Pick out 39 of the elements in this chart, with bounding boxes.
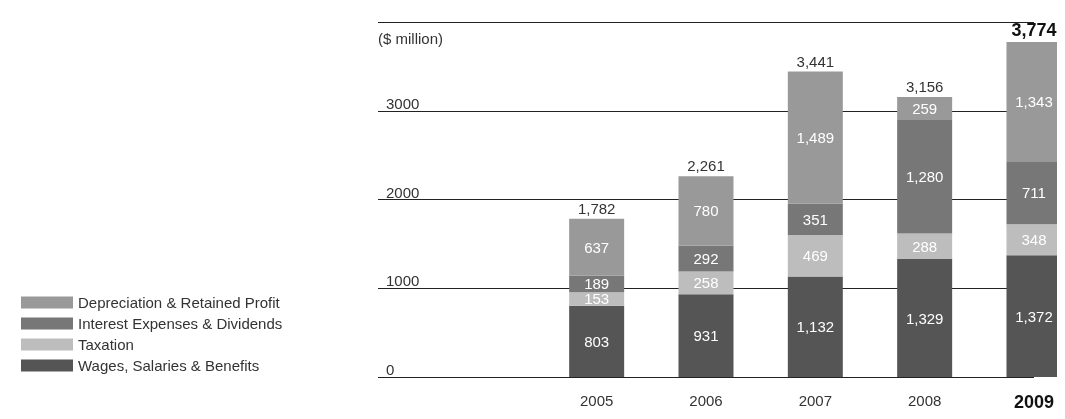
y-tick-label: 0 bbox=[386, 361, 395, 378]
data-label: 288 bbox=[912, 237, 938, 255]
data-label: 1,132 bbox=[796, 318, 835, 336]
x-tick-label: 2008 bbox=[907, 392, 942, 409]
total-label: 1,782 bbox=[577, 199, 616, 217]
legend-label: Wages, Salaries & Benefits bbox=[78, 357, 260, 374]
legend-label: Interest Expenses & Dividends bbox=[78, 315, 283, 332]
legend-label: Taxation bbox=[78, 336, 134, 353]
y-tick-label: 2000 bbox=[386, 183, 420, 201]
y-tick-label: 3000 bbox=[386, 94, 420, 112]
y-tick-label: 1000 bbox=[386, 272, 420, 290]
data-label: 351 bbox=[802, 210, 828, 228]
data-label: 1,329 bbox=[905, 309, 944, 327]
data-label: 637 bbox=[584, 238, 610, 256]
data-label: 153 bbox=[584, 290, 610, 308]
total-label: 3,156 bbox=[905, 77, 944, 95]
legend-label: Depreciation & Retained Profit bbox=[78, 294, 281, 311]
x-tick-label: 2007 bbox=[798, 392, 833, 409]
data-label: 292 bbox=[693, 250, 719, 268]
data-label: 780 bbox=[693, 202, 719, 220]
data-label: 189 bbox=[584, 275, 610, 293]
x-tick-label: 2009 bbox=[1013, 392, 1054, 412]
x-tick-label: 2005 bbox=[579, 392, 614, 409]
data-label: 711 bbox=[1022, 184, 1046, 202]
total-label: 2,261 bbox=[687, 157, 725, 175]
data-label: 258 bbox=[693, 274, 719, 292]
x-tick-label: 2006 bbox=[689, 392, 723, 409]
data-label: 1,372 bbox=[1015, 307, 1053, 325]
data-label: 348 bbox=[1021, 231, 1047, 249]
data-label: 1,280 bbox=[905, 168, 944, 186]
data-label: 469 bbox=[802, 247, 828, 265]
data-label: 1,489 bbox=[796, 129, 835, 147]
data-label: 1,343 bbox=[1015, 93, 1053, 111]
y-axis-title: ($ million) bbox=[378, 30, 444, 47]
data-label: 803 bbox=[584, 332, 610, 350]
total-label: 3,774 bbox=[1011, 20, 1057, 41]
total-label: 3,441 bbox=[796, 52, 835, 70]
data-label: 259 bbox=[912, 99, 938, 117]
data-label: 931 bbox=[693, 327, 719, 345]
